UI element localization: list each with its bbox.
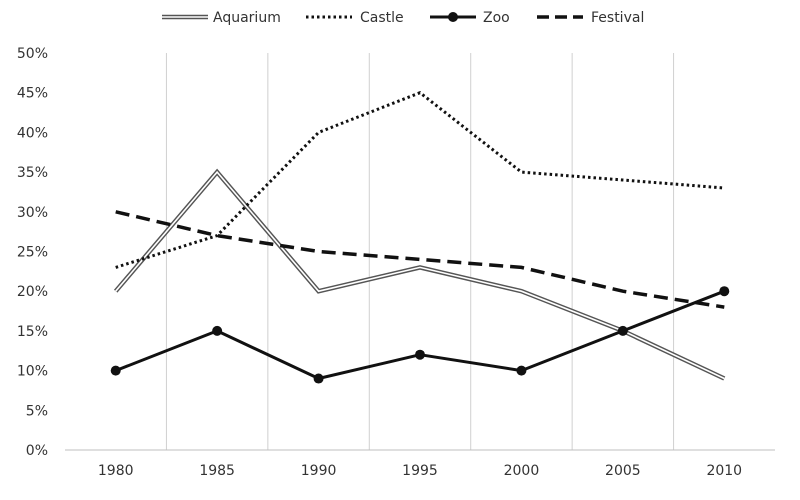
series-line-festival — [115, 210, 725, 309]
x-tick-label: 2005 — [605, 463, 641, 479]
series-castle — [115, 90, 725, 269]
series-line-castle — [115, 90, 725, 269]
data-point-zoo — [617, 325, 628, 336]
series-line-aquarium-outer — [113, 168, 726, 381]
series-lines — [110, 90, 730, 384]
axes: 0% 5% 10% 15% 20% 25% 30% 35% 40% 45% 50% 1980 1985 1… — [17, 46, 775, 479]
y-tick-label: 35% — [17, 165, 48, 181]
x-tick-label: 1985 — [199, 463, 235, 479]
data-point-zoo — [212, 325, 223, 336]
x-tick-label: 1980 — [98, 463, 134, 479]
y-tick-label: 50% — [17, 46, 48, 62]
legend-label-zoo: Zoo — [483, 10, 510, 26]
data-point-zoo — [415, 349, 425, 360]
y-tick-label: 15% — [17, 324, 48, 340]
y-tick-label: 45% — [17, 86, 48, 102]
series-zoo — [110, 286, 730, 384]
gridlines — [165, 53, 675, 450]
legend-label-aquarium: Aquarium — [213, 10, 281, 26]
y-tick-label: 5% — [26, 403, 48, 419]
y-tick-label: 25% — [17, 245, 48, 261]
legend: Aquarium Castle Zoo Festival — [162, 10, 644, 26]
y-tick-label: 20% — [17, 284, 48, 300]
data-point-zoo — [719, 286, 730, 297]
legend-label-castle: Castle — [360, 10, 404, 26]
legend-marker-zoo — [448, 12, 458, 22]
y-tick-label: 0% — [26, 443, 48, 459]
legend-item-aquarium: Aquarium — [162, 10, 281, 26]
legend-item-zoo: Zoo — [430, 10, 510, 26]
y-tick-label: 30% — [17, 205, 48, 221]
legend-item-castle: Castle — [306, 10, 404, 26]
data-point-zoo — [313, 373, 324, 384]
series-festival — [115, 210, 725, 309]
series-line-aquarium-inner — [115, 170, 725, 380]
y-tick-label: 40% — [17, 125, 48, 141]
x-tick-label: 1990 — [301, 463, 337, 479]
y-tick-label: 10% — [17, 364, 48, 380]
x-tick-label: 1995 — [402, 463, 438, 479]
x-tick-label: 2010 — [706, 463, 742, 479]
x-tick-label: 2000 — [504, 463, 540, 479]
series-aquarium — [113, 168, 726, 381]
legend-item-festival: Festival — [537, 10, 644, 26]
data-point-zoo — [516, 365, 527, 376]
data-point-zoo — [110, 365, 121, 376]
legend-label-festival: Festival — [591, 10, 644, 26]
